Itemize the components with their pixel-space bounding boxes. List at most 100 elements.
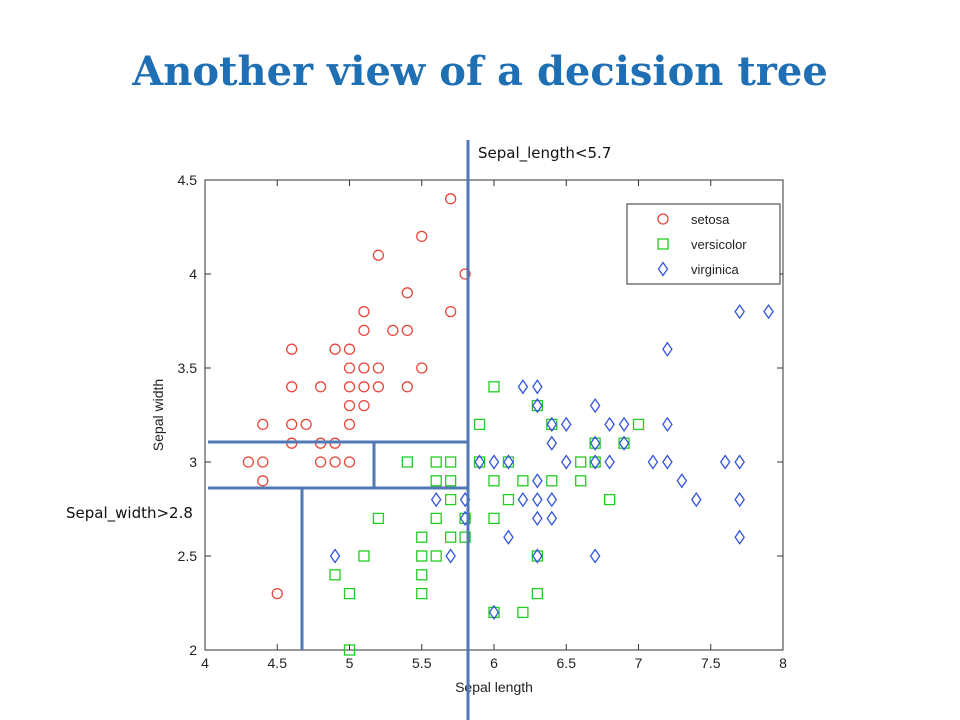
axes: 4 4.5 5 5.5 6 6.5 7 7.5 8 2 2.5 3 3.5 4 4.5 Sepal lengt… bbox=[150, 172, 787, 695]
setosa-point bbox=[343, 381, 356, 393]
virginica-point bbox=[589, 454, 601, 470]
virginica-point bbox=[604, 454, 615, 470]
versicolor-point bbox=[488, 606, 500, 619]
versicolor-point bbox=[517, 475, 529, 487]
setosa-point bbox=[401, 287, 413, 299]
virginica-point bbox=[488, 454, 500, 470]
y-tick-label: 2 bbox=[189, 642, 197, 658]
versicolor-point bbox=[531, 399, 543, 412]
virginica-point bbox=[734, 529, 745, 545]
setosa-point bbox=[444, 305, 457, 318]
x-tick-label: 6.5 bbox=[557, 655, 577, 671]
virginica-point bbox=[719, 454, 731, 470]
virginica-point bbox=[532, 510, 543, 527]
setosa-point bbox=[416, 230, 428, 243]
virginica-point bbox=[734, 491, 745, 508]
versicolor-point bbox=[372, 512, 385, 525]
setosa-point bbox=[444, 193, 457, 205]
virginica-point bbox=[430, 491, 442, 508]
legend-marker-versicolor bbox=[657, 238, 669, 250]
versicolor-point bbox=[473, 418, 486, 431]
versicolor-point bbox=[358, 550, 370, 562]
virginica-point bbox=[589, 397, 601, 414]
setosa-point bbox=[271, 587, 283, 600]
x-tick-label: 5 bbox=[346, 655, 354, 671]
y-tick-label: 4 bbox=[189, 266, 197, 282]
virginica-point bbox=[445, 548, 456, 564]
x-tick-label: 5.5 bbox=[412, 655, 432, 671]
setosa-point bbox=[257, 475, 269, 487]
virginica-point bbox=[662, 454, 673, 470]
virginica-point bbox=[604, 416, 615, 433]
setosa-point bbox=[459, 268, 471, 280]
versicolor-point bbox=[531, 587, 543, 600]
setosa-point bbox=[358, 362, 370, 374]
setosa-point bbox=[300, 418, 312, 431]
virginica-point bbox=[503, 529, 514, 545]
split-annotation-sepal-length: Sepal_length<5.7 bbox=[478, 144, 611, 163]
setosa-point bbox=[257, 456, 269, 468]
versicolor-point bbox=[575, 475, 587, 487]
virginica-point bbox=[662, 416, 673, 433]
setosa-point bbox=[372, 381, 385, 393]
versicolor-point bbox=[488, 512, 500, 525]
setosa-point bbox=[314, 381, 327, 393]
virginica-point bbox=[560, 416, 572, 433]
x-tick-label: 8 bbox=[779, 655, 787, 671]
setosa-point bbox=[343, 418, 356, 431]
virginica-point bbox=[474, 454, 485, 470]
virginica-point bbox=[532, 379, 543, 395]
decision-splits: Sepal_length<5.7 Sepal_width>2.8 bbox=[66, 140, 611, 720]
virginica-point bbox=[589, 548, 601, 564]
versicolor-point bbox=[329, 569, 341, 581]
setosa-point bbox=[416, 362, 428, 374]
versicolor-point bbox=[444, 456, 457, 468]
versicolor-point bbox=[575, 456, 587, 468]
virginica-point bbox=[763, 303, 774, 320]
versicolor-point bbox=[430, 475, 442, 487]
virginica-point bbox=[488, 604, 500, 621]
virginica-point bbox=[532, 491, 543, 508]
setosa-point bbox=[387, 324, 399, 337]
setosa-point bbox=[286, 381, 298, 393]
slide-title: Another view of a decision tree bbox=[132, 48, 828, 95]
x-tick-label: 6 bbox=[490, 655, 498, 671]
virginica-point bbox=[546, 416, 558, 433]
versicolor-point bbox=[343, 644, 356, 656]
setosa-point bbox=[314, 456, 327, 468]
versicolor-point bbox=[502, 456, 515, 468]
virginica-point bbox=[691, 491, 702, 508]
legend: setosa versicolor virginica bbox=[626, 203, 781, 285]
x-tick-label: 4.5 bbox=[268, 655, 288, 671]
setosa-point bbox=[242, 456, 255, 468]
setosa-point bbox=[358, 305, 370, 318]
legend-label-virginica: virginica bbox=[691, 262, 739, 277]
y-axis-label: Sepal width bbox=[150, 379, 166, 451]
virginica-point bbox=[546, 435, 558, 451]
virginica-point bbox=[618, 435, 630, 451]
setosa-point bbox=[358, 381, 370, 393]
setosa-point bbox=[401, 324, 413, 337]
versicolor-point bbox=[416, 587, 428, 600]
data-points bbox=[242, 193, 774, 656]
virginica-point bbox=[532, 473, 543, 489]
versicolor-point bbox=[430, 550, 442, 562]
versicolor-point bbox=[444, 493, 457, 506]
versicolor-point bbox=[416, 569, 428, 581]
versicolor-point bbox=[603, 493, 616, 506]
versicolor-point bbox=[632, 418, 645, 431]
versicolor-point bbox=[488, 475, 500, 487]
versicolor-point bbox=[618, 437, 630, 449]
virginica-point bbox=[329, 548, 341, 564]
legend-label-versicolor: versicolor bbox=[691, 237, 747, 252]
virginica-point bbox=[734, 303, 745, 320]
legend-label-setosa: setosa bbox=[691, 212, 730, 227]
x-tick-label: 7 bbox=[635, 655, 643, 671]
setosa-point bbox=[343, 343, 356, 355]
versicolor-point bbox=[444, 531, 457, 543]
versicolor-point bbox=[444, 475, 457, 487]
versicolor-point bbox=[459, 531, 471, 543]
setosa-point bbox=[257, 418, 269, 431]
x-tick-label: 4 bbox=[201, 655, 209, 671]
y-tick-label: 2.5 bbox=[178, 548, 198, 564]
